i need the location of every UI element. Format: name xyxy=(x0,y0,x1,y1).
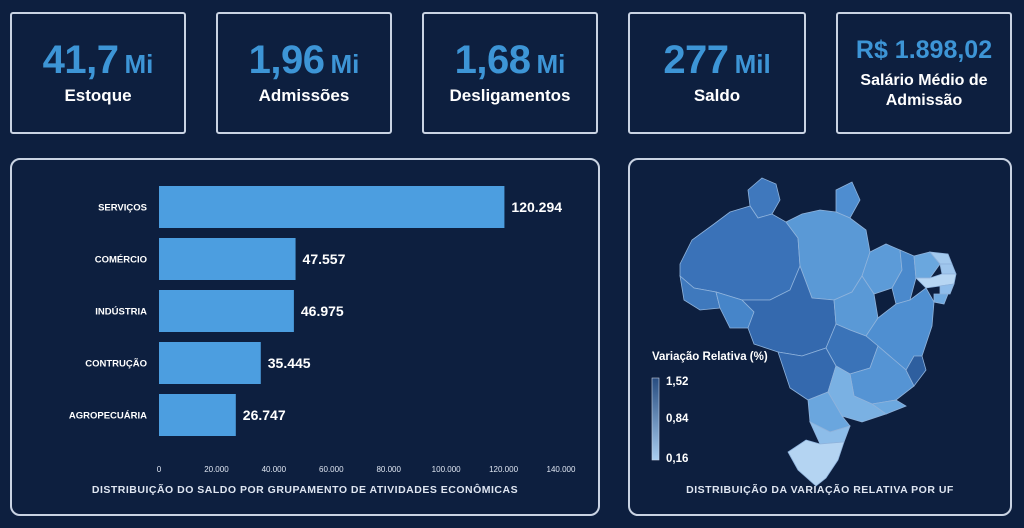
map-state-rs xyxy=(787,439,845,487)
bar-value-label: 46.975 xyxy=(301,303,344,319)
kpi-number: 1,68 xyxy=(454,37,531,82)
x-tick-label: 60.000 xyxy=(319,465,344,474)
bar xyxy=(159,394,236,436)
x-axis-ticks: 0 20.000 40.000 60.000 80.000 100.000 120.000 1… xyxy=(157,465,576,474)
kpi-number: 41,7 xyxy=(42,37,119,82)
bar xyxy=(159,238,296,280)
bar-value-label: 120.294 xyxy=(511,199,562,215)
map-state-es xyxy=(905,355,927,387)
bar-value-label: 26.747 xyxy=(243,407,286,423)
kpi-label: Desligamentos xyxy=(449,85,571,105)
map-legend-mid: 0,84 xyxy=(666,413,689,425)
map-panel: Variação Relativa (%) 1,52 0,84 0,16 DIS… xyxy=(628,158,1012,516)
map-state-ce xyxy=(913,251,941,279)
bar-value-label: 35.445 xyxy=(268,355,311,371)
category-label: AGROPECUÁRIA xyxy=(69,411,147,422)
category-label: COMÉRCIO xyxy=(95,255,147,266)
map-state-am xyxy=(679,205,801,301)
map-legend-gradient xyxy=(651,377,660,461)
kpi-label-line2: Admissão xyxy=(885,91,963,109)
kpi-value: 1,96 Mi xyxy=(249,40,360,80)
kpi-unit: Mi xyxy=(330,48,360,79)
x-tick-label: 100.000 xyxy=(432,465,461,474)
map-state-se xyxy=(933,293,949,305)
bar xyxy=(159,342,261,384)
kpi-card-desligamentos: 1,68 Mi Desligamentos xyxy=(422,12,598,134)
bar-series: SERVIÇOS 120.294 COMÉRCIO 47.557 INDÚSTRIA 46… xyxy=(69,186,562,436)
x-tick-label: 20.000 xyxy=(204,465,229,474)
kpi-label: Estoque xyxy=(64,85,132,105)
bar-chart: SERVIÇOS 120.294 COMÉRCIO 47.557 INDÚSTRIA 46… xyxy=(69,186,576,474)
kpi-card-salario: R$ 1.898,02 Salário Médio de Admissão xyxy=(836,12,1012,134)
x-tick-label: 120.000 xyxy=(489,465,518,474)
map-legend-title: Variação Relativa (%) xyxy=(652,351,768,363)
kpi-card-admissoes: 1,96 Mi Admissões xyxy=(216,12,392,134)
map-state-sc xyxy=(809,421,851,445)
x-tick-label: 80.000 xyxy=(376,465,401,474)
category-label: INDÚSTRIA xyxy=(95,306,147,318)
kpi-number: 1,96 xyxy=(248,37,325,82)
category-label: CONTRUÇÃO xyxy=(85,359,147,370)
kpi-value: 277 Mil xyxy=(663,40,770,80)
x-tick-label: 40.000 xyxy=(262,465,287,474)
kpi-label-line1: Salário Médio de xyxy=(860,72,988,90)
kpi-card-saldo: 277 Mil Saldo xyxy=(628,12,806,134)
category-label: SERVIÇOS xyxy=(98,203,147,214)
kpi-number: 277 xyxy=(663,37,729,82)
brazil-map: Variação Relativa (%) 1,52 0,84 0,16 xyxy=(651,177,957,487)
map-state-pb xyxy=(939,263,957,275)
kpi-card-estoque: 41,7 Mi Estoque xyxy=(10,12,186,134)
x-tick-label: 140.000 xyxy=(547,465,576,474)
bar-chart-panel: SERVIÇOS 120.294 COMÉRCIO 47.557 INDÚSTRIA 46… xyxy=(10,158,600,516)
bar xyxy=(159,186,505,228)
bar-chart-title: DISTRIBUIÇÃO DO SALDO POR GRUPAMENTO DE … xyxy=(91,484,519,496)
kpi-label: Admissões xyxy=(258,85,350,105)
kpi-value: R$ 1.898,02 xyxy=(855,36,993,65)
map-state-ap xyxy=(835,181,861,219)
kpi-unit: Mi xyxy=(124,48,154,79)
x-tick-label: 0 xyxy=(157,465,162,474)
map-panel-title: DISTRIBUIÇÃO DA VARIAÇÃO RELATIVA POR UF xyxy=(686,484,954,496)
kpi-value: 1,68 Mi xyxy=(455,40,566,80)
map-state-sp xyxy=(827,365,887,423)
kpi-unit: Mi xyxy=(536,48,566,79)
map-legend-max: 1,52 xyxy=(666,376,688,388)
kpi-label: Salário Médio de Admissão xyxy=(860,71,987,109)
bar-value-label: 47.557 xyxy=(303,251,346,267)
bar xyxy=(159,290,294,332)
kpi-value: 41,7 Mi xyxy=(43,40,154,80)
kpi-label: Saldo xyxy=(693,85,741,105)
map-legend-min: 0,16 xyxy=(666,453,688,465)
map-state-al xyxy=(939,283,955,295)
kpi-unit: Mil xyxy=(734,48,771,79)
